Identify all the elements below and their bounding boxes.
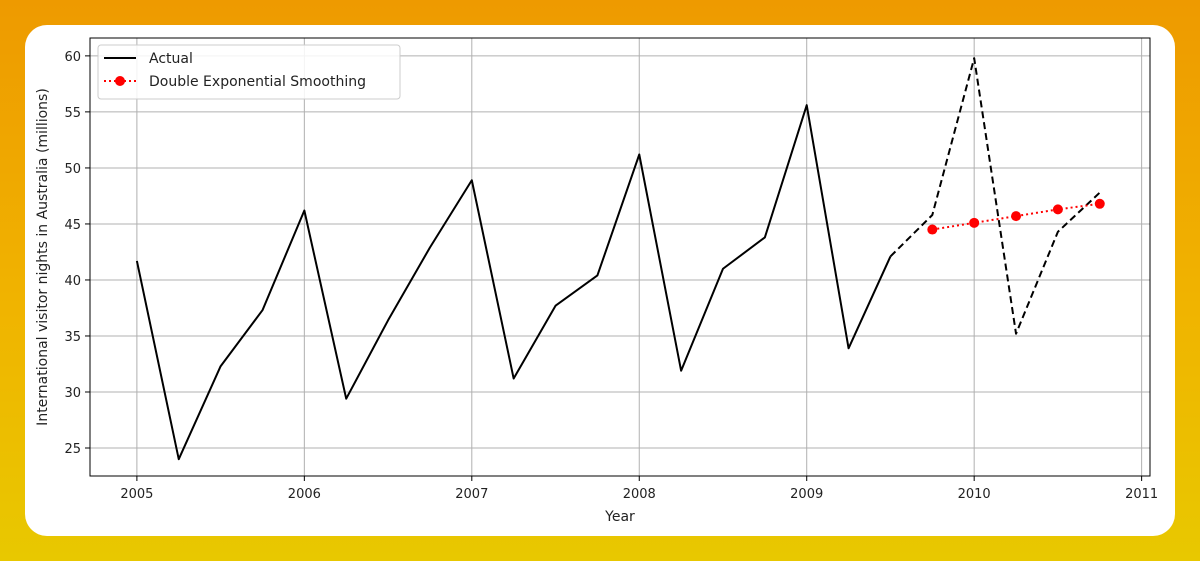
y-tick-label: 45	[64, 218, 81, 233]
x-tick-label: 2006	[288, 487, 321, 502]
y-tick-label: 60	[64, 50, 81, 65]
y-tick-label: 25	[64, 442, 81, 457]
series-line-2	[932, 202, 1100, 231]
legend-smoothing-label: Double Exponential Smoothing	[149, 74, 366, 90]
legend-box	[97, 44, 401, 100]
x-tick-label: 2009	[790, 487, 823, 502]
y-axis-title: International visitor nights in Australi…	[35, 88, 51, 426]
series-point-2	[927, 224, 938, 235]
series-point-2	[1052, 204, 1063, 215]
y-tick-label: 40	[64, 274, 81, 289]
series-point-2	[969, 217, 980, 228]
chart-card: 2005 2006 2007 2008 2009 2010 2011 25 30 35 40 45 5…	[25, 25, 1175, 536]
series-point-2	[1094, 198, 1105, 209]
x-axis-ticks: 2005 2006 2007 2008 2009 2010 2011	[120, 476, 1158, 502]
x-tick-label: 2007	[455, 487, 488, 502]
series-line-0	[135, 104, 892, 461]
series-layer	[135, 57, 1105, 461]
x-tick-label: 2005	[120, 487, 153, 502]
y-axis-ticks: 25 30 35 40 45 50 55 60	[64, 50, 90, 457]
x-tick-label: 2011	[1125, 487, 1158, 502]
series-line-1	[889, 57, 1101, 335]
grid-lines	[90, 38, 1150, 476]
y-tick-label: 35	[64, 330, 81, 345]
y-tick-label: 55	[64, 106, 81, 121]
plot-frame	[89, 37, 1151, 477]
x-tick-label: 2008	[623, 487, 656, 502]
y-tick-label: 30	[64, 386, 81, 401]
legend: Actual Double Exponential Smoothing	[97, 44, 401, 100]
legend-smoothing-marker	[115, 76, 125, 86]
x-tick-label: 2010	[958, 487, 991, 502]
line-chart: 2005 2006 2007 2008 2009 2010 2011 25 30 35 40 45 5…	[35, 37, 1158, 525]
y-tick-label: 50	[64, 162, 81, 177]
x-axis-title: Year	[604, 509, 635, 525]
series-point-2	[1011, 211, 1022, 222]
legend-actual-label: Actual	[149, 51, 193, 67]
